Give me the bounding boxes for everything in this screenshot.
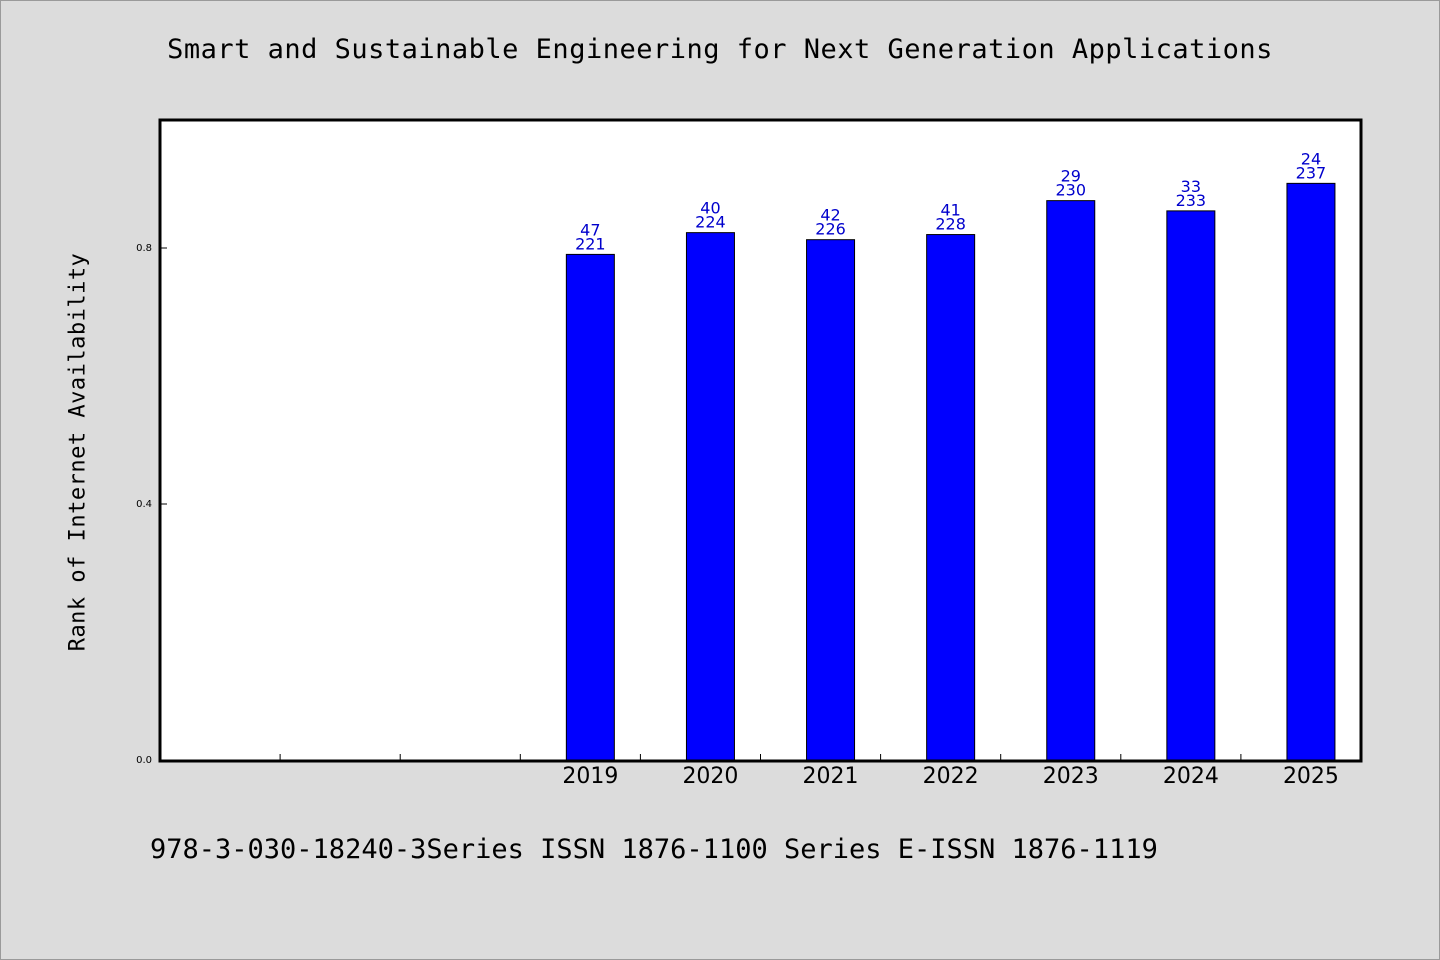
data-label-rank: 33 — [1181, 177, 1201, 196]
x-tick-label: 2024 — [1163, 764, 1219, 789]
data-label-rank: 24 — [1301, 149, 1321, 168]
x-tick-label: 2025 — [1283, 764, 1339, 789]
bar-2023 — [1046, 200, 1096, 761]
x-tick-label: 2020 — [682, 764, 738, 789]
bar-2022 — [926, 234, 976, 761]
data-label-value: 233 — [1176, 191, 1207, 210]
bar-2019 — [565, 253, 615, 761]
data-label-rank: 29 — [1061, 167, 1081, 186]
x-tick-label: 2022 — [923, 764, 979, 789]
y-tick-label: 0.0 — [136, 755, 152, 766]
y-tick-label: 0.8 — [136, 243, 152, 254]
footer-isbn-issn: 978-3-030-18240-3Series ISSN 1876-1100 S… — [150, 834, 1158, 865]
x-tick-label: 2019 — [562, 764, 618, 789]
chart-title: Smart and Sustainable Engineering for Ne… — [167, 34, 1273, 65]
data-label-rank: 40 — [700, 199, 720, 218]
data-label-value: 224 — [695, 213, 726, 232]
bar-2020 — [685, 232, 735, 761]
data-label-rank: 41 — [940, 201, 960, 220]
x-tick-label: 2023 — [1043, 764, 1099, 789]
y-axis-label: Rank of Internet Availability — [65, 252, 91, 652]
data-label-value: 230 — [1055, 181, 1086, 200]
bar-2025 — [1286, 182, 1336, 761]
data-label-rank: 47 — [580, 220, 600, 239]
plot-area — [158, 118, 1363, 763]
data-label-value: 228 — [935, 215, 966, 234]
data-label-rank: 42 — [820, 206, 840, 225]
data-label-value: 237 — [1296, 163, 1327, 182]
x-tick-label: 2021 — [803, 764, 859, 789]
data-label-value: 226 — [815, 220, 846, 239]
data-label-value: 221 — [575, 234, 606, 253]
bar-2024 — [1166, 210, 1216, 761]
y-tick-label: 0.4 — [136, 499, 152, 510]
bar-2021 — [806, 239, 856, 761]
